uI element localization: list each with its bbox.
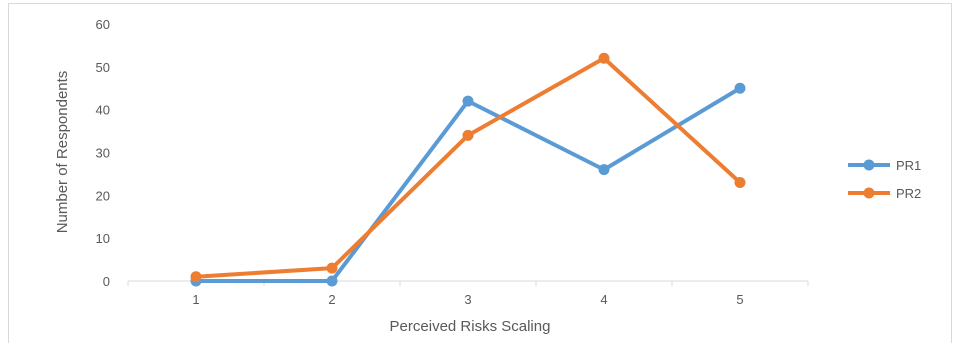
y-tick-label: 60 [96, 17, 110, 32]
legend: PR1 PR2 [848, 158, 921, 201]
series-line-pr1 [194, 86, 742, 283]
x-tick-label: 1 [192, 292, 199, 307]
y-tick-label: 20 [96, 188, 110, 203]
legend-marker-pr2 [863, 187, 875, 199]
data-point-pr1 [734, 82, 746, 94]
y-axis-ticks: 0 10 20 30 40 50 60 [96, 17, 110, 289]
data-point-pr2 [326, 262, 338, 274]
y-tick-label: 10 [96, 231, 110, 246]
data-point-pr2 [734, 176, 746, 188]
x-axis-title: Perceived Risks Scaling [390, 318, 551, 335]
legend-label-pr2: PR2 [896, 186, 921, 201]
data-point-pr1 [598, 164, 610, 176]
y-tick-label: 50 [96, 60, 110, 75]
x-axis-ticks: 1 2 3 4 5 [127, 281, 809, 307]
data-point-pr2 [462, 129, 474, 141]
y-tick-label: 40 [96, 103, 110, 118]
legend-label-pr1: PR1 [896, 158, 921, 173]
y-tick-label: 30 [96, 146, 110, 161]
x-tick-label: 5 [736, 292, 743, 307]
y-axis-title: Number of Respondents [54, 71, 71, 234]
x-tick-label: 2 [328, 292, 335, 307]
data-point-pr1 [462, 95, 474, 107]
data-point-pr1 [326, 275, 338, 287]
data-point-pr2 [190, 271, 202, 283]
series-line-pr2 [194, 56, 742, 279]
x-tick-label: 3 [464, 292, 471, 307]
data-point-pr2 [598, 52, 610, 64]
legend-marker-pr1 [863, 159, 875, 171]
y-tick-label: 0 [103, 274, 110, 289]
series-layer [190, 52, 746, 287]
chart-frame [8, 3, 952, 343]
x-tick-label: 4 [600, 292, 607, 307]
